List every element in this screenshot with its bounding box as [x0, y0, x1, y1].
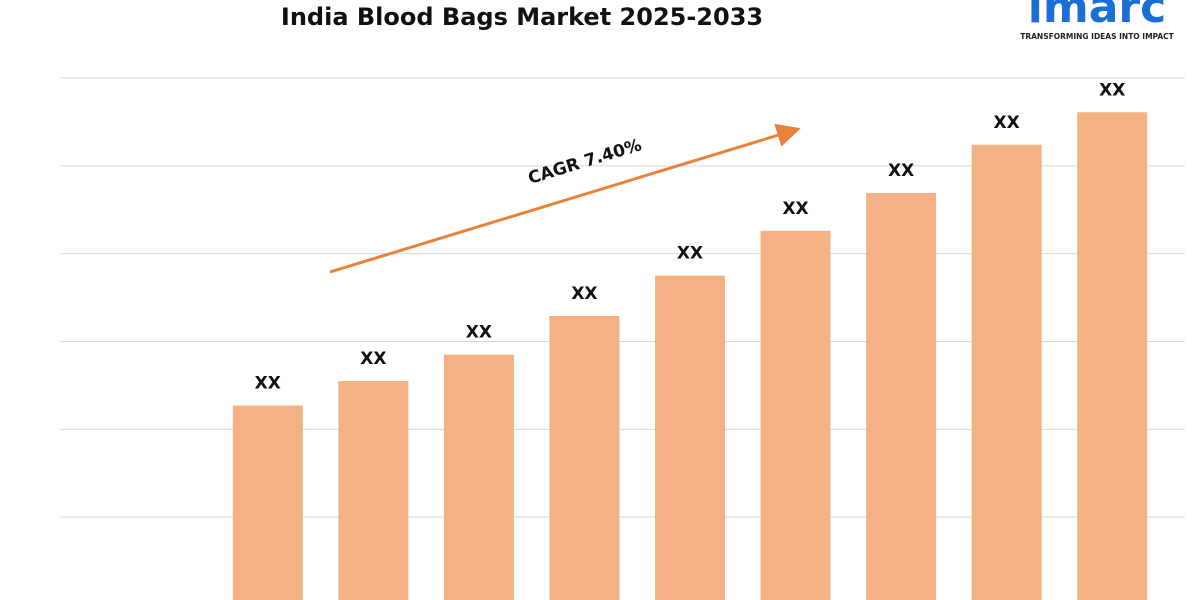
- bar: [232, 405, 303, 600]
- bar: [1077, 112, 1148, 600]
- cagr-arrow: [329, 123, 801, 274]
- bar: [866, 193, 937, 600]
- data-label: XX: [1099, 80, 1125, 100]
- bar: [760, 230, 831, 600]
- chart-title: India Blood Bags Market 2025-2033: [281, 3, 763, 31]
- data-label: XX: [677, 244, 703, 264]
- data-label: XX: [255, 374, 281, 394]
- data-label: XX: [888, 161, 914, 181]
- bar: [443, 354, 514, 600]
- logo-tagline: TRANSFORMING IDEAS INTO IMPACT: [1020, 32, 1174, 41]
- bar: [338, 381, 409, 600]
- data-label: XX: [360, 349, 386, 369]
- logo: imarc: [1028, 0, 1166, 33]
- bar: [549, 316, 620, 600]
- data-label: XX: [466, 323, 492, 343]
- data-label: XX: [571, 284, 597, 304]
- bars: XX XX XX XX XX XX XX XX XX: [232, 80, 1148, 600]
- bar: [971, 144, 1042, 600]
- data-label: XX: [994, 113, 1020, 133]
- bar: [655, 275, 725, 600]
- data-label: XX: [782, 199, 808, 219]
